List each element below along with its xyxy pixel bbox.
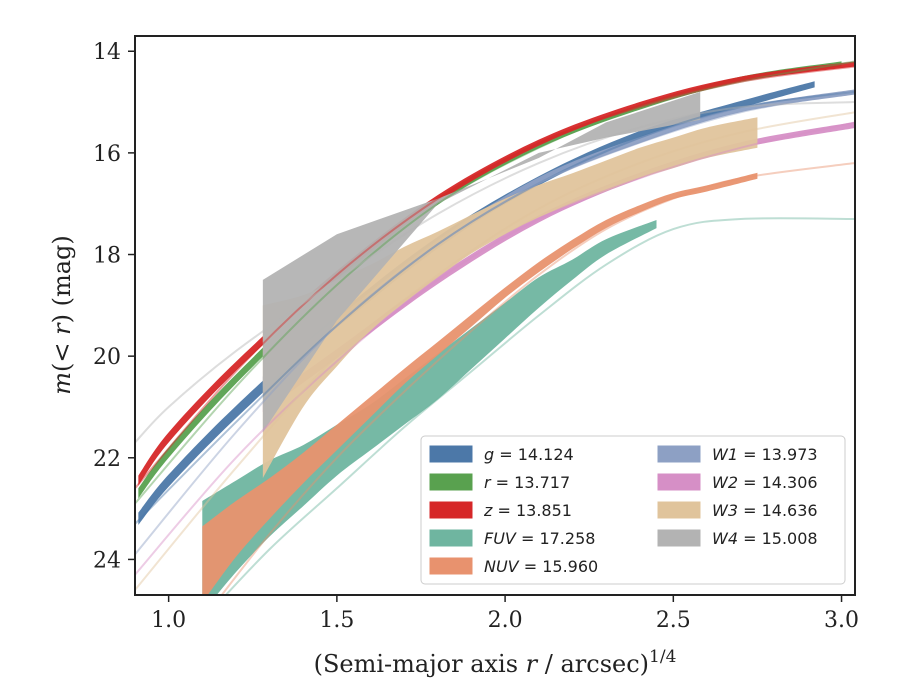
legend-swatch-w4 <box>657 529 701 547</box>
extension-line-r <box>135 60 855 505</box>
x-tick-label: 3.0 <box>824 608 859 633</box>
x-tick-label: 2.0 <box>488 608 523 633</box>
legend-label-r: r = 13.717 <box>484 473 570 492</box>
legend-label-z: z = 13.851 <box>483 501 572 520</box>
extension-line-w1 <box>135 90 855 555</box>
x-tick-label: 1.0 <box>151 608 186 633</box>
x-axis: 1.0 1.5 2.0 2.5 3.0 <box>151 595 859 633</box>
plot-frame <box>134 35 856 596</box>
x-tick-label: 1.5 <box>319 608 354 633</box>
extension-line-z <box>135 65 855 489</box>
legend-label-w1: W1 = 13.973 <box>712 445 818 464</box>
y-tick-label: 16 <box>93 142 121 167</box>
legend-label-g: g = 14.124 <box>484 445 574 464</box>
extension-line-g <box>135 90 855 525</box>
band-fuv <box>202 219 657 595</box>
legend-swatch-w3 <box>657 501 701 519</box>
y-tick-label: 14 <box>93 40 121 65</box>
legend: g = 14.124 r = 13.717 z = 13.851 FUV = 17.2… <box>420 435 846 585</box>
legend-label-w4: W4 = 15.008 <box>712 529 818 548</box>
legend-swatch-fuv <box>429 529 473 547</box>
band-w4 <box>262 91 701 433</box>
x-tick-label: 2.5 <box>656 608 691 633</box>
y-axis: 14 16 18 20 22 24 <box>93 40 135 573</box>
band-w3 <box>262 117 758 479</box>
y-tick-label: 24 <box>93 548 121 573</box>
legend-swatch-z <box>429 501 473 519</box>
legend-box <box>420 435 846 585</box>
extension-line-nuv <box>220 162 855 595</box>
plot-bands <box>138 61 855 595</box>
legend-swatch-g <box>429 445 473 463</box>
extension-line-w2 <box>135 121 855 576</box>
legend-swatch-w2 <box>657 473 701 491</box>
y-tick-label: 22 <box>93 447 121 472</box>
extension-line-fuv <box>224 217 855 595</box>
plot-extensions <box>135 60 855 595</box>
legend-swatch-nuv <box>429 557 473 575</box>
legend-label-w3: W3 = 14.636 <box>712 501 818 520</box>
y-tick-label: 18 <box>93 244 121 269</box>
x-axis-title: (Semi-major axis r / arcsec)1/4 <box>314 647 677 678</box>
legend-label-fuv: FUV = 17.258 <box>484 529 595 548</box>
legend-swatch-w1 <box>657 445 701 463</box>
extension-line-w3 <box>135 111 855 591</box>
legend-label-w2: W2 = 14.306 <box>712 473 818 492</box>
y-axis-title: m(< r) (mag) <box>48 235 76 395</box>
legend-swatch-r <box>429 473 473 491</box>
y-tick-label: 20 <box>93 345 121 370</box>
legend-label-nuv: NUV = 15.960 <box>484 557 598 576</box>
extension-line-w4 <box>135 101 855 444</box>
